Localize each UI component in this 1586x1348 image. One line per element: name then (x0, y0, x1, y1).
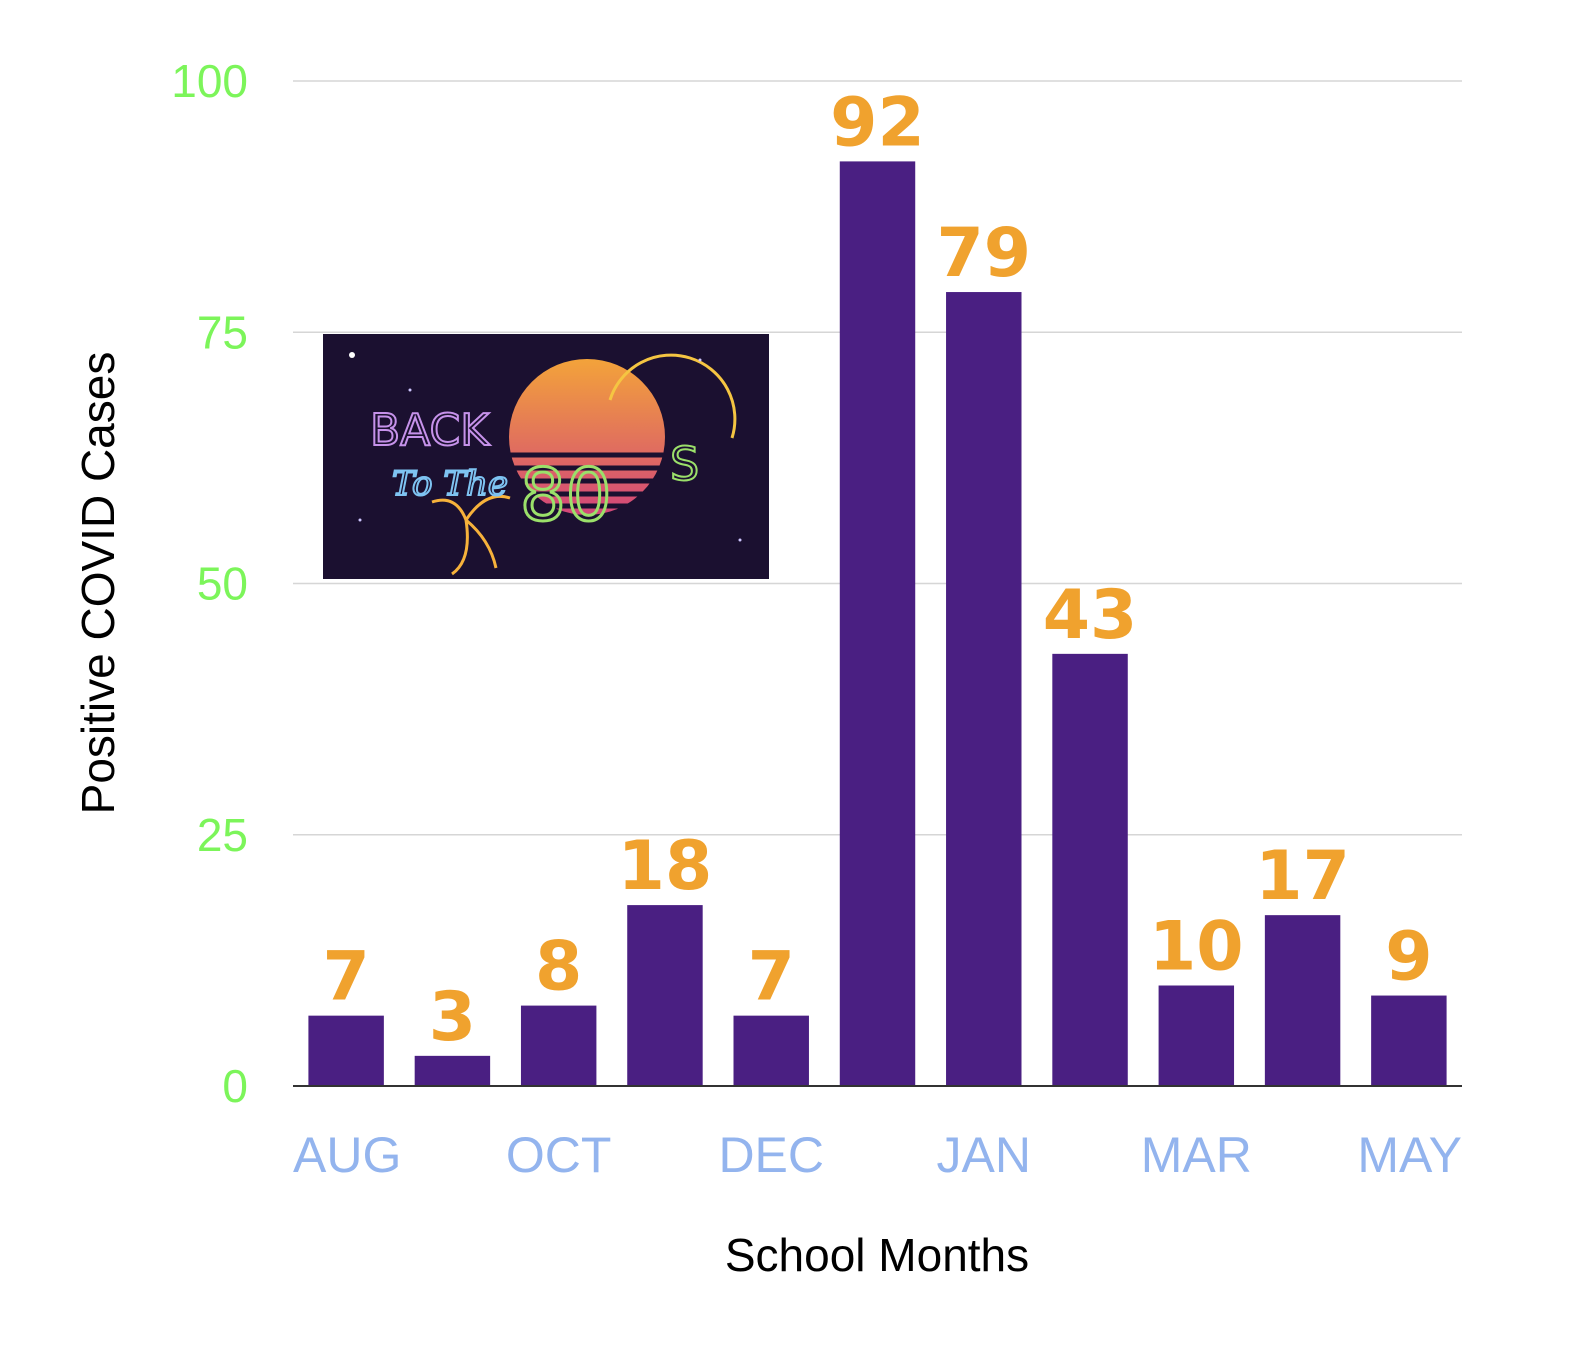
bar (414, 1055, 491, 1086)
y-tick-label: 50 (197, 558, 248, 610)
x-tick-label: OCT (506, 1127, 612, 1183)
svg-text:To The: To The (392, 464, 508, 504)
x-tick-label: DEC (718, 1127, 824, 1183)
bar (1371, 995, 1447, 1086)
bar-data-label: 79 (936, 214, 1031, 293)
bar (627, 905, 703, 1086)
bar (1158, 985, 1235, 1086)
bar-data-label: 8 (535, 928, 582, 1007)
bar (1264, 915, 1341, 1086)
bar-data-label: 10 (1149, 908, 1244, 987)
y-tick-label: 75 (197, 306, 248, 358)
y-axis-title: Positive COVID Cases (72, 352, 124, 815)
bar (839, 161, 916, 1086)
bar (1052, 653, 1128, 1086)
x-tick-label: MAY (1357, 1127, 1462, 1183)
x-tick-label: AUG (293, 1127, 401, 1183)
svg-text:80: 80 (520, 453, 612, 537)
x-axis-ticks: AUG OCT DEC JAN MAR MAY (293, 1127, 1462, 1183)
y-tick-label: 100 (171, 55, 248, 107)
bar-data-label: 7 (748, 938, 795, 1017)
bar (308, 1015, 384, 1086)
bar-data-label: 7 (322, 938, 369, 1017)
y-tick-label: 25 (197, 809, 248, 861)
bar (733, 1015, 809, 1086)
bar-data-label: 17 (1255, 837, 1350, 916)
bar (520, 1005, 597, 1086)
x-tick-label: MAR (1141, 1127, 1252, 1183)
x-tick-label: JAN (937, 1127, 1031, 1183)
svg-text:BACK: BACK (370, 405, 490, 456)
bar (946, 292, 1022, 1086)
bar-data-label: 18 (618, 827, 713, 906)
bar-data-label: 3 (429, 978, 476, 1057)
bar-data-label: 92 (830, 83, 925, 162)
y-tick-label: 0 (222, 1060, 248, 1112)
back-to-the-80s-image: BACK To The 80 S (323, 334, 769, 579)
bars (308, 161, 1447, 1086)
bar-data-label: 9 (1385, 918, 1432, 997)
svg-text:S: S (670, 437, 699, 491)
bar-data-label: 43 (1043, 576, 1138, 655)
y-axis-ticks: 0 25 50 75 100 (171, 55, 248, 1112)
x-axis-title: School Months (725, 1229, 1029, 1281)
